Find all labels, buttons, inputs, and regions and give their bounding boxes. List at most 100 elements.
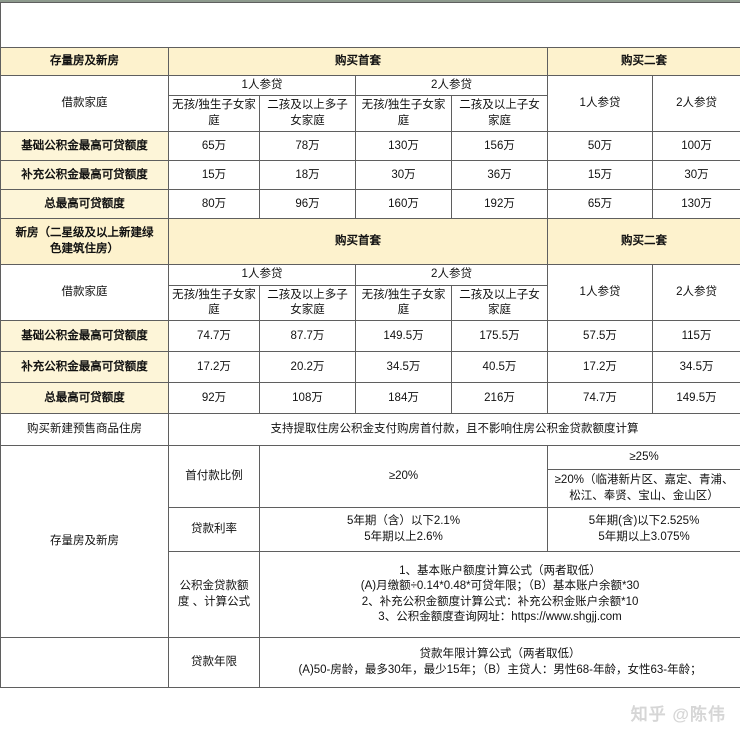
section-existing-participants-row: 借款家庭 1人参贷 2人参贷 1人参贷 2人参贷 xyxy=(0,74,740,133)
cell-value: 20.2万 xyxy=(259,351,356,384)
loan-formula-line-2: (A)月缴额÷0.14*0.48*可贷年限；（B）基本账户余额*30 xyxy=(360,580,640,593)
page-title: 上海个人公积金贷款政策一览（2025/8/25） xyxy=(0,2,740,48)
presale-text: 支持提取住房公积金支付购房首付款，且不影响住房公积金贷款额度计算 xyxy=(167,413,740,447)
terms-interest-row: 贷款利率 5年期（含）以下2.1% 5年期以上2.6% 5年期(含)以下2.52… xyxy=(1,507,740,553)
cell-value: 30万 xyxy=(355,160,452,191)
cell-value: 36万 xyxy=(451,160,548,191)
cell-value: 115万 xyxy=(651,320,740,353)
cell-value: 34.5万 xyxy=(651,351,740,384)
terms-loan-amount-row: 公积金贷款额度 、计算公式 1、基本账户额度计算公式（两者取低） (A)月缴额÷… xyxy=(1,551,740,639)
section-existing-family-type-1: 无孩/独生子女家庭 xyxy=(168,95,260,133)
cell-value: 34.5万 xyxy=(355,351,452,384)
cell-value: 130万 xyxy=(355,131,452,162)
section-existing-header-row: 存量房及新房 购买首套 购买二套 xyxy=(0,47,740,76)
cell-value: 184万 xyxy=(355,382,452,415)
terms-downpayment-detail-row: ≥20%（临港新片区、嘉定、青浦、松江、奉贤、宝山、金山区） xyxy=(1,469,740,509)
interest-rate-second-home-value: 5年期(含)以下2.525% 5年期以上3.075% xyxy=(546,507,740,553)
cell-value: 78万 xyxy=(259,131,356,162)
row-label-basic-fund-new: 基础公积金最高可贷额度 xyxy=(0,320,169,353)
cell-value: 92万 xyxy=(168,382,260,415)
downpayment-label: 首付款比例 xyxy=(168,445,260,509)
cell-value: 17.2万 xyxy=(168,351,260,384)
loan-formula-line-1: 1、基本账户额度计算公式（两者取低） xyxy=(399,564,601,577)
table-row: 基础公积金最高可贷额度 65万 78万 130万 156万 50万 100万 xyxy=(0,131,740,162)
cell-value: 74.7万 xyxy=(547,382,653,415)
cell-value: 18万 xyxy=(259,160,356,191)
downpayment-second-home-value-districts: ≥20%（临港新片区、嘉定、青浦、松江、奉贤、宝山、金山区） xyxy=(546,469,740,509)
section-existing-label: 存量房及新房 xyxy=(0,47,169,76)
interest-rate-first-home-value: 5年期（含）以下2.1% 5年期以上2.6% xyxy=(259,507,548,553)
loan-term-line-2: (A)50-房龄，最多30年，最少15年；（B）主贷人：男性68-年龄，女性63… xyxy=(298,663,702,676)
cell-value: 100万 xyxy=(651,131,740,162)
cell-value: 108万 xyxy=(259,382,356,415)
cell-value: 149.5万 xyxy=(651,382,740,415)
interest-rate-label: 贷款利率 xyxy=(168,507,260,553)
section-existing-second-participant-two: 2人参贷 xyxy=(651,74,740,133)
cell-value: 160万 xyxy=(355,189,452,220)
row-label-supplementary-fund-existing: 补充公积金最高可贷额度 xyxy=(0,160,169,191)
cell-value: 216万 xyxy=(451,382,548,415)
row-label-total-new: 总最高可贷额度 xyxy=(0,382,169,415)
loan-amount-formula: 1、基本账户额度计算公式（两者取低） (A)月缴额÷0.14*0.48*可贷年限… xyxy=(258,551,740,639)
section-existing-second-participant-one: 1人参贷 xyxy=(547,74,653,133)
title-row: 上海个人公积金贷款政策一览（2025/8/25） xyxy=(0,2,740,48)
table-row: 总最高可贷额度 80万 96万 160万 192万 65万 130万 xyxy=(0,189,740,220)
section-existing-familytypes-row: 无孩/独生子女家庭 二孩及以上多子女家庭 无孩/独生子女家庭 二孩及以上子女家庭 xyxy=(1,95,740,133)
cell-value: 40.5万 xyxy=(451,351,548,384)
section-new-group-second: 购买二套 xyxy=(546,218,740,266)
section-new-family-type-1: 无孩/独生子女家庭 xyxy=(168,284,260,322)
cell-value: 74.7万 xyxy=(168,320,260,353)
cell-value: 15万 xyxy=(547,160,653,191)
presale-label: 购买新建预售商品住房 xyxy=(0,413,169,447)
section-new-participants-row: 借款家庭 1人参贷 2人参贷 1人参贷 2人参贷 xyxy=(0,264,740,322)
loan-term-formula: 贷款年限计算公式（两者取低） (A)50-房龄，最多30年，最少15年；（B）主… xyxy=(258,637,740,689)
section-new-participant-one: 1人参贷 xyxy=(168,264,356,286)
cell-value: 192万 xyxy=(451,189,548,220)
section-new-participant-two: 2人参贷 xyxy=(355,264,548,286)
cell-value: 57.5万 xyxy=(547,320,653,353)
section-existing-family-type-4: 二孩及以上子女家庭 xyxy=(451,95,548,133)
row-label-supplementary-fund-new: 补充公积金最高可贷额度 xyxy=(0,351,169,384)
cell-value: 175.5万 xyxy=(451,320,548,353)
section-new-second-participant-two: 2人参贷 xyxy=(651,264,740,322)
cell-value: 156万 xyxy=(451,131,548,162)
section-existing-family-row-label: 借款家庭 xyxy=(0,74,169,133)
policy-table: 上海个人公积金贷款政策一览（2025/8/25） 存量房及新房 购买首套 购买二… xyxy=(0,2,740,689)
interest-second-line2: 5年期以上3.075% xyxy=(598,530,690,543)
cell-value: 87.7万 xyxy=(259,320,356,353)
downpayment-second-home-value-primary: ≥25% xyxy=(546,445,740,471)
section-new-familytypes-row: 无孩/独生子女家庭 二孩及以上多子女家庭 无孩/独生子女家庭 二孩及以上子女家庭 xyxy=(1,284,740,322)
watermark: 知乎 @陈伟 xyxy=(630,705,726,724)
cell-value: 80万 xyxy=(168,189,260,220)
table-row: 补充公积金最高可贷额度 15万 18万 30万 36万 15万 30万 xyxy=(0,160,740,191)
cell-value: 17.2万 xyxy=(547,351,653,384)
terms-loan-term-spacer xyxy=(0,637,169,689)
cell-value: 50万 xyxy=(547,131,653,162)
section-new-family-type-3: 无孩/独生子女家庭 xyxy=(355,284,452,322)
section-new-group-first: 购买首套 xyxy=(168,218,548,266)
table-row: 基础公积金最高可贷额度 74.7万 87.7万 149.5万 175.5万 57… xyxy=(0,320,740,353)
downpayment-first-home-value: ≥20% xyxy=(259,445,548,509)
presale-row: 购买新建预售商品住房 支持提取住房公积金支付购房首付款，且不影响住房公积金贷款额… xyxy=(0,413,740,447)
cell-value: 15万 xyxy=(168,160,260,191)
section-new-label: 新房（二星级及以上新建绿色建筑住房） xyxy=(0,218,169,266)
loan-formula-line-4: 3、公积金额度查询网址：https://www.shgjj.com xyxy=(378,611,622,624)
row-label-total-existing: 总最高可贷额度 xyxy=(0,189,169,220)
interest-first-line2: 5年期以上2.6% xyxy=(364,530,443,543)
interest-first-line1: 5年期（含）以下2.1% xyxy=(346,515,461,528)
loan-formula-line-3: 2、补充公积金额度计算公式：补充公积金账户余额*10 xyxy=(361,595,639,608)
cell-value: 30万 xyxy=(651,160,740,191)
loan-term-line-1: 贷款年限计算公式（两者取低） xyxy=(419,648,581,661)
interest-second-line1: 5年期(含)以下2.525% xyxy=(588,515,700,528)
row-label-basic-fund-existing: 基础公积金最高可贷额度 xyxy=(0,131,169,162)
section-new-header-row: 新房（二星级及以上新建绿色建筑住房） 购买首套 购买二套 xyxy=(0,218,740,266)
section-existing-participant-two: 2人参贷 xyxy=(355,74,548,97)
cell-value: 65万 xyxy=(168,131,260,162)
terms-section-label: 存量房及新房 xyxy=(0,445,169,639)
loan-term-label: 贷款年限 xyxy=(168,637,260,689)
cell-value: 96万 xyxy=(259,189,356,220)
section-existing-group-first: 购买首套 xyxy=(168,47,548,76)
table-row: 总最高可贷额度 92万 108万 184万 216万 74.7万 149.5万 xyxy=(0,382,740,415)
cell-value: 149.5万 xyxy=(355,320,452,353)
